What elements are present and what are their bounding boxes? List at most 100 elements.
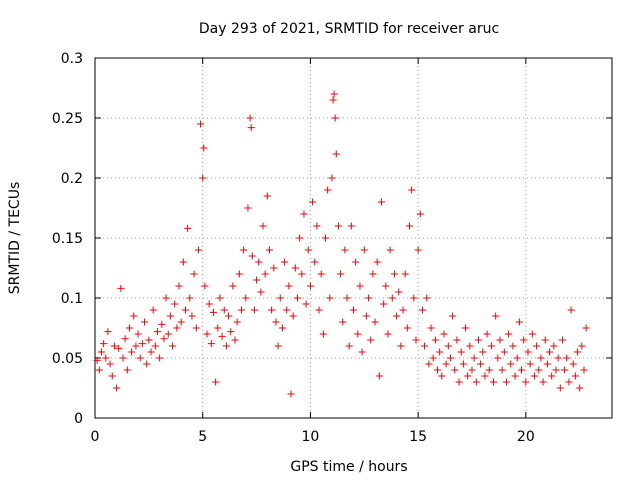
data-point: [582, 324, 590, 332]
data-point: [453, 336, 461, 344]
data-point: [272, 318, 280, 326]
data-point: [246, 114, 254, 122]
data-point: [530, 372, 538, 380]
data-point: [244, 204, 252, 212]
data-point: [371, 318, 379, 326]
data-point: [248, 252, 256, 260]
data-point: [459, 360, 467, 368]
data-point: [528, 330, 536, 338]
data-point: [179, 258, 187, 266]
data-point: [306, 282, 314, 290]
data-point: [337, 270, 345, 278]
x-tick-label: 20: [517, 429, 535, 445]
data-point: [477, 360, 485, 368]
x-tick-label: 10: [302, 429, 320, 445]
data-point: [95, 366, 103, 374]
data-point: [313, 222, 321, 230]
axis-ticks: [94, 57, 612, 419]
data-point: [360, 246, 368, 254]
data-point: [285, 282, 293, 290]
data-point: [235, 270, 243, 278]
data-point: [365, 294, 373, 302]
data-point: [329, 96, 337, 104]
data-point: [449, 312, 457, 320]
data-point: [281, 258, 289, 266]
data-point: [466, 342, 474, 350]
data-point: [464, 372, 472, 380]
data-point: [268, 306, 276, 314]
data-point: [511, 372, 519, 380]
data-point: [505, 330, 513, 338]
data-point: [175, 282, 183, 290]
data-point: [197, 120, 205, 128]
data-point: [328, 174, 336, 182]
data-point: [498, 366, 506, 374]
data-point: [418, 306, 426, 314]
data-point: [220, 306, 228, 314]
data-point: [100, 340, 108, 348]
data-point: [136, 354, 144, 362]
data-point: [188, 312, 196, 320]
data-point: [522, 378, 530, 386]
data-point: [173, 324, 181, 332]
data-point: [431, 336, 439, 344]
data-point: [324, 186, 332, 194]
data-point: [209, 308, 217, 316]
data-point: [229, 282, 237, 290]
data-point: [153, 328, 161, 336]
data-point: [121, 335, 129, 343]
data-point: [502, 378, 510, 386]
data-point: [524, 348, 532, 356]
data-point: [483, 330, 491, 338]
data-point: [362, 312, 370, 320]
data-point: [255, 258, 263, 266]
data-point: [319, 330, 327, 338]
data-point: [565, 378, 573, 386]
data-point: [317, 270, 325, 278]
data-point: [216, 294, 224, 302]
data-point: [332, 150, 340, 158]
data-point: [289, 312, 297, 320]
data-point: [425, 360, 433, 368]
x-tick-label: 0: [91, 429, 100, 445]
data-point: [386, 246, 394, 254]
data-point: [438, 372, 446, 380]
data-point: [250, 306, 258, 314]
data-point: [104, 328, 112, 336]
data-point: [390, 270, 398, 278]
data-point: [247, 124, 255, 132]
data-point: [481, 372, 489, 380]
data-point: [515, 318, 523, 326]
data-point: [339, 318, 347, 326]
data-point: [283, 306, 291, 314]
y-tick-label: 0.3: [61, 51, 83, 67]
data-point: [199, 174, 207, 182]
data-point: [373, 258, 381, 266]
data-point: [201, 282, 209, 290]
data-point: [341, 246, 349, 254]
data-point: [436, 348, 444, 356]
data-point: [541, 336, 549, 344]
data-point: [147, 348, 155, 356]
data-point: [169, 342, 177, 350]
data-point: [128, 348, 136, 356]
data-point: [427, 324, 435, 332]
data-point: [455, 378, 463, 386]
data-point: [580, 366, 588, 374]
data-point: [552, 366, 560, 374]
data-point: [369, 270, 377, 278]
data-point: [472, 378, 480, 386]
data-point: [578, 342, 586, 350]
data-point: [345, 342, 353, 350]
data-point: [543, 360, 551, 368]
data-point: [265, 246, 273, 254]
data-point: [520, 336, 528, 344]
grid-lines: [95, 58, 612, 418]
data-point: [184, 224, 192, 232]
data-point: [393, 312, 401, 320]
data-point: [334, 222, 342, 230]
data-point: [331, 114, 339, 122]
data-point: [192, 324, 200, 332]
data-point: [186, 294, 194, 302]
data-point: [158, 320, 166, 328]
